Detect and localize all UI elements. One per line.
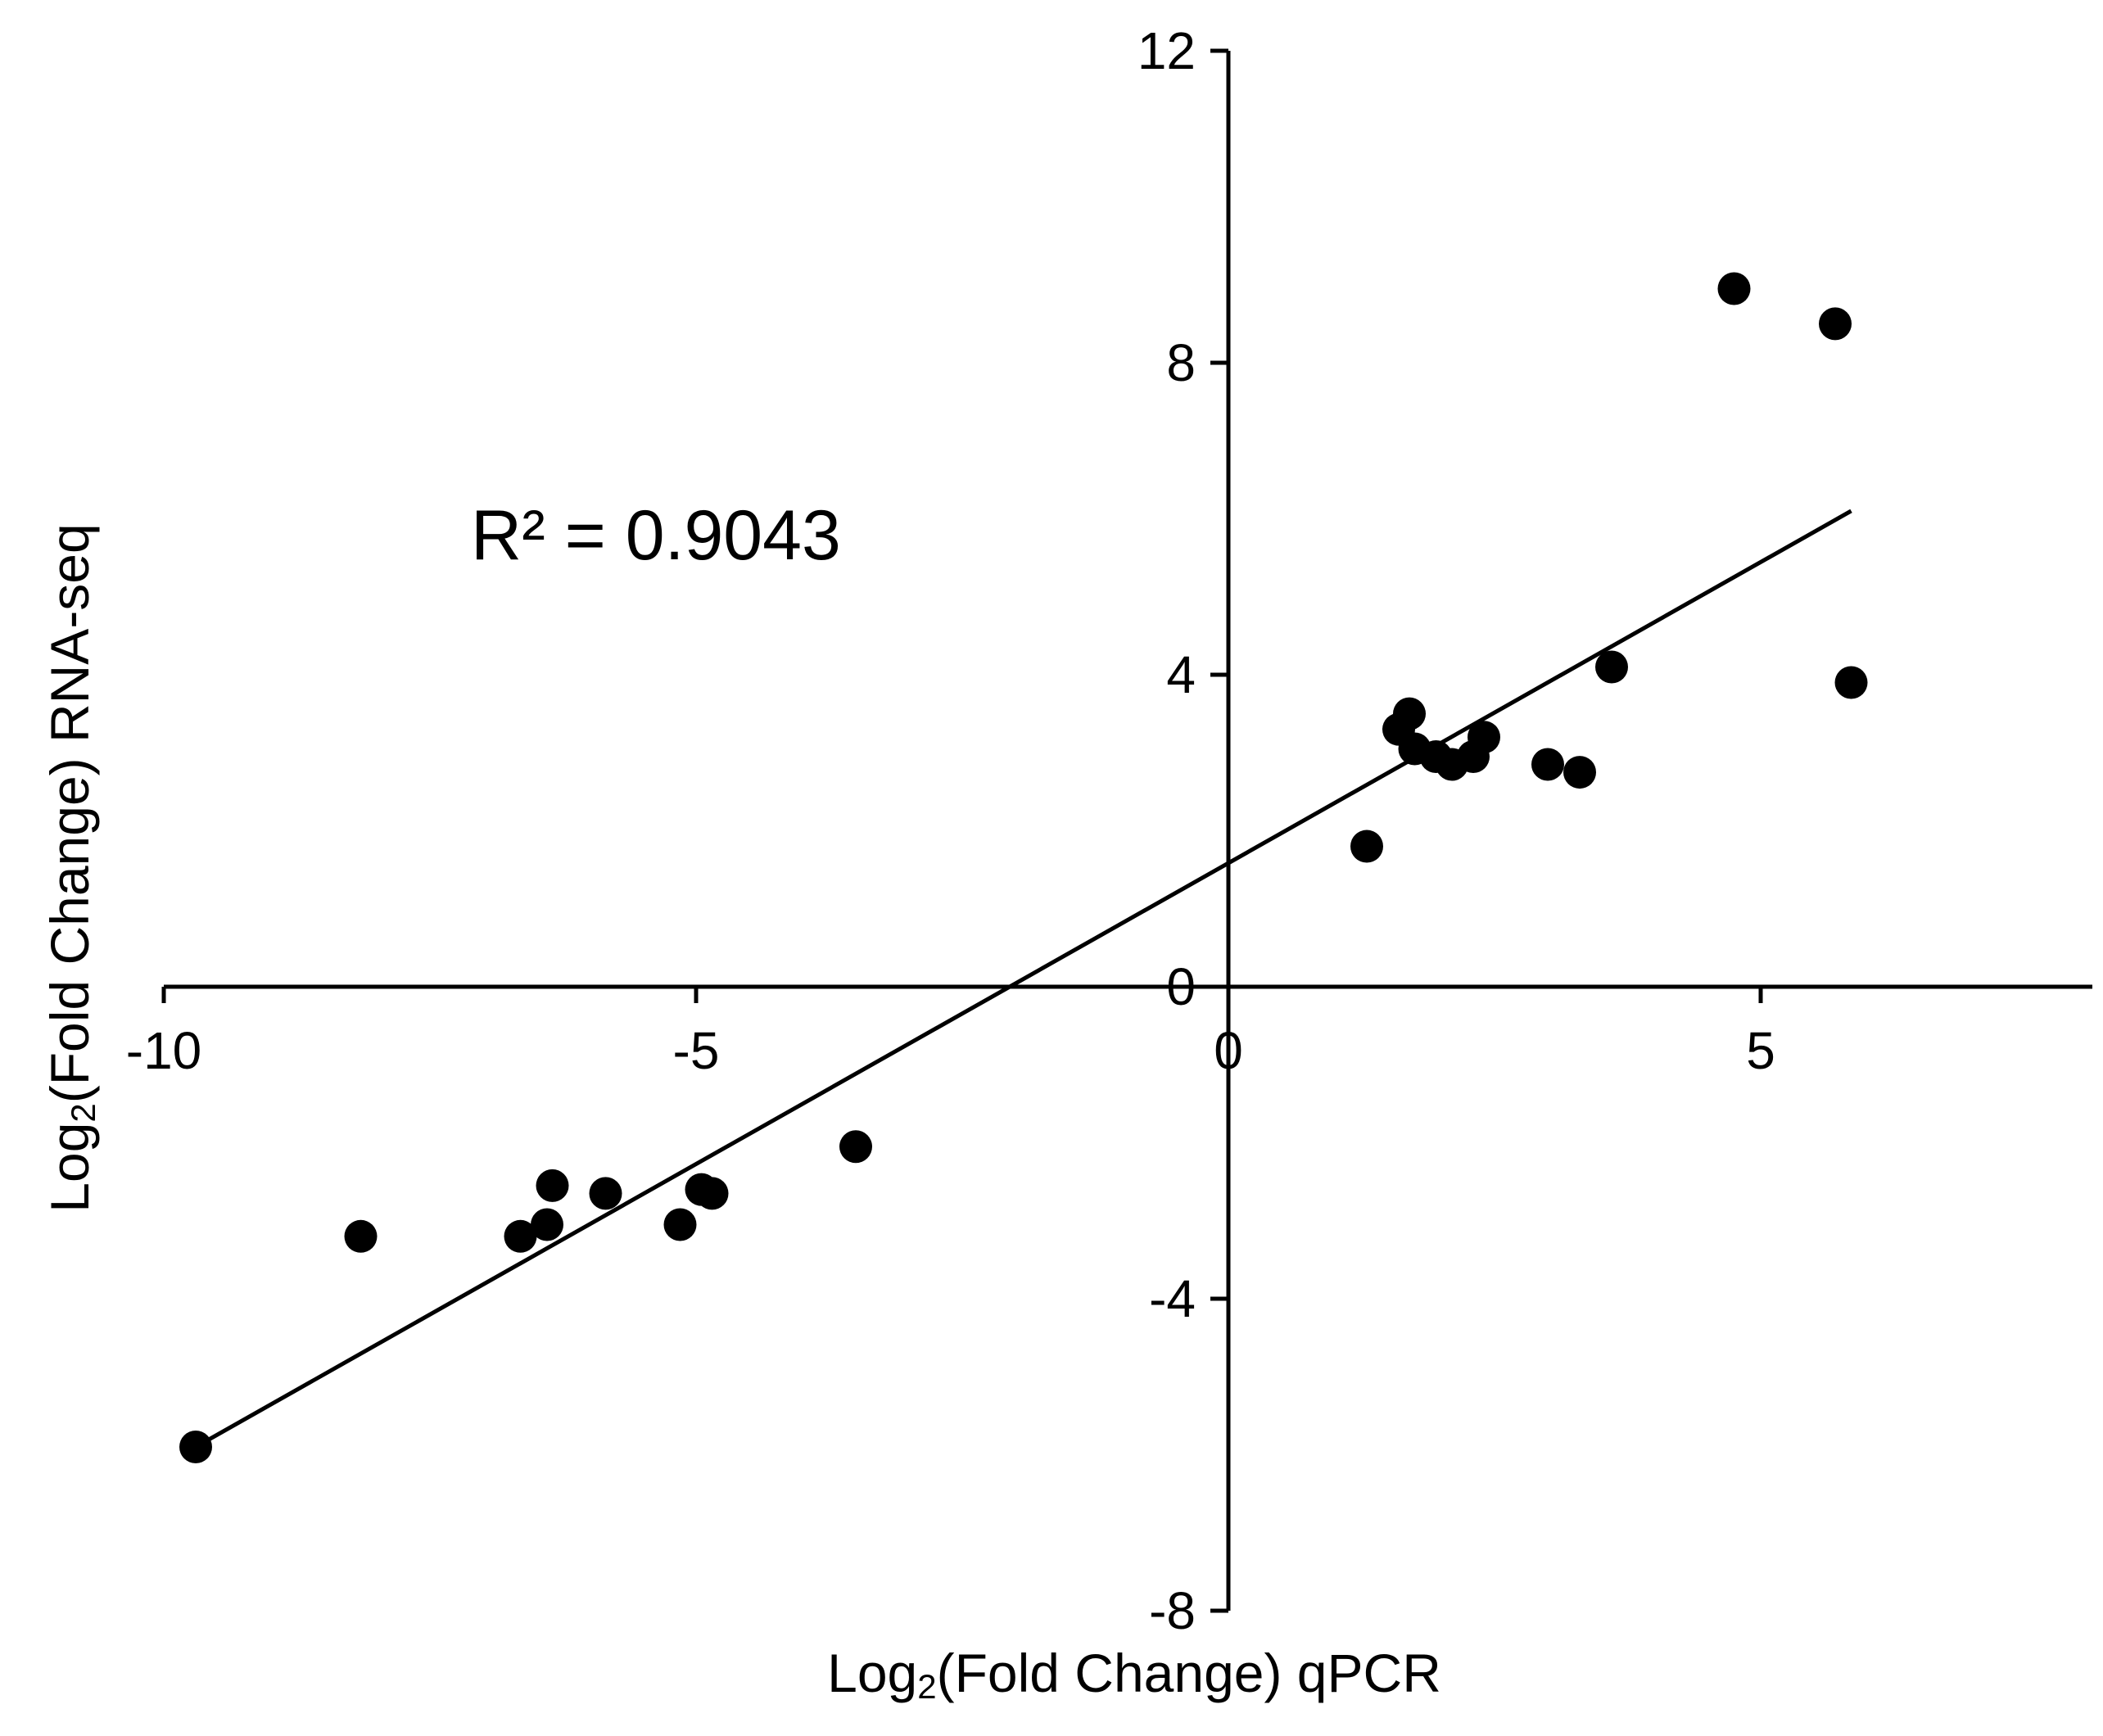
data-point [1393,697,1426,730]
data-point [531,1208,563,1241]
y-tick-label: 12 [1137,21,1196,80]
data-point [589,1177,622,1210]
data-point [1531,748,1564,781]
x-axis-ticks: -10 -5 0 5 [126,987,1775,1080]
y-axis-ticks: -8 -4 0 4 8 12 [1137,21,1228,1640]
data-point [1717,272,1751,305]
y-tick-label: 8 [1166,333,1196,392]
data-point [1468,721,1500,754]
data-point [1595,650,1628,684]
data-point [179,1430,212,1463]
y-tick-label: 0 [1166,957,1196,1016]
x-axis-title: Log2(Fold Change) qPCR [827,1643,1441,1706]
data-point [344,1219,378,1253]
data-point [1563,756,1596,789]
data-point [695,1177,729,1210]
x-tick-label: 5 [1746,1021,1775,1080]
x-tick-label: 0 [1214,1021,1243,1080]
x-tick-label: -5 [673,1021,720,1080]
y-tick-label: -8 [1149,1581,1196,1640]
r-squared-annotation: R² = 0.9043 [471,496,841,575]
y-axis-title: Log2(Fold Change) RNA-seq [39,523,102,1212]
y-tick-label: 4 [1166,645,1196,704]
data-point [1350,830,1383,863]
y-tick-label: -4 [1149,1269,1196,1328]
data-point [504,1219,537,1253]
x-tick-label: -10 [126,1021,202,1080]
data-point [663,1208,697,1241]
data-point [1819,307,1852,341]
data-points [179,272,1868,1463]
trendline [194,509,1852,1449]
axes [164,51,2092,1611]
data-point [839,1130,872,1164]
data-point [1834,666,1868,699]
data-point [536,1169,569,1202]
trendline-group [194,509,1852,1449]
